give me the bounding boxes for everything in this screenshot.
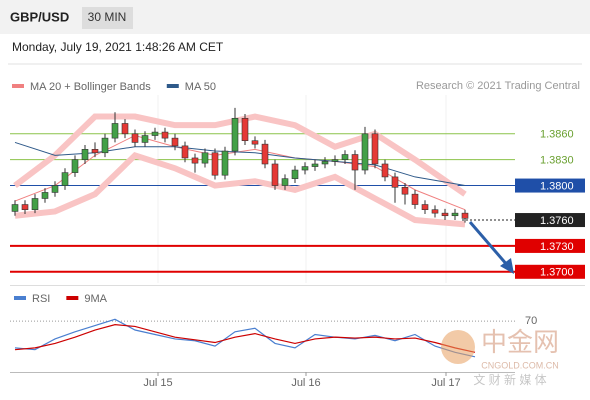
candle-body: [231, 117, 239, 152]
candle-body: [201, 152, 209, 164]
panel-divider: [10, 285, 585, 286]
candle-body: [381, 163, 389, 178]
pair: GBP/USD: [10, 9, 69, 24]
candle-body: [161, 131, 169, 139]
level-label: 1.3700: [540, 267, 574, 279]
candle-body: [461, 212, 469, 219]
candle-body: [451, 212, 459, 217]
candle-body: [141, 135, 149, 143]
candle-body: [321, 161, 329, 165]
candle-body: [241, 117, 249, 142]
candle-body: [11, 204, 19, 212]
level-label: 1.3860: [540, 129, 574, 141]
candle-body: [121, 123, 129, 135]
candle-body: [251, 140, 259, 145]
candle-body: [371, 133, 379, 165]
candle-body: [281, 178, 289, 186]
candle-body: [391, 176, 399, 188]
timeframe-box: [82, 7, 133, 29]
legend-swatch: [14, 296, 26, 300]
indicator-line: [14, 324, 476, 353]
candle-body: [341, 154, 349, 160]
candle-body: [71, 159, 79, 173]
datetime: Monday, July 19, 2021 1:48:26 AM CET: [12, 40, 224, 54]
candle-body: [301, 166, 309, 171]
level-label: 1.3830: [540, 155, 574, 167]
candle-body: [41, 192, 49, 199]
legend-label: RSI: [32, 293, 50, 305]
candle-body: [101, 137, 109, 154]
watermark-logo-text: 中金网: [481, 327, 559, 357]
watermark-slogan: 文 财 新 媒 体: [473, 372, 546, 387]
level-label-box: [515, 178, 585, 193]
source: Research © 2021 Trading Central: [416, 80, 580, 92]
candle-body: [431, 209, 439, 214]
indicator-line: [14, 318, 476, 358]
candle-body: [351, 154, 359, 171]
x-tick-label: Jul 16: [291, 377, 320, 389]
candle-body: [331, 159, 339, 162]
y-tick-label: 70: [525, 315, 537, 327]
bollinger-lower: [14, 151, 466, 228]
watermark-logo: [441, 330, 475, 364]
candle-body: [411, 193, 419, 205]
x-tick-label: Jul 15: [143, 377, 172, 389]
candle-body: [401, 186, 409, 195]
candle-body: [291, 169, 299, 179]
candle-body: [111, 123, 119, 139]
candle-body: [61, 172, 69, 186]
x-tick-label: Jul 17: [431, 377, 460, 389]
watermark-site: CNGOLD.COM.CN: [481, 360, 559, 370]
forecast-arrowhead: [500, 258, 514, 274]
x-axis: [10, 372, 515, 373]
legend-label: 9MA: [84, 293, 107, 305]
candle-body: [171, 137, 179, 147]
candle-body: [31, 198, 39, 210]
candle-body: [441, 212, 449, 217]
candle-body: [51, 185, 59, 193]
level-label: 1.3800: [540, 180, 574, 192]
level-label: 1.3730: [540, 241, 574, 253]
legend-label: MA 20 + Bollinger Bands: [30, 81, 151, 93]
candle-body: [191, 157, 199, 164]
candle-body: [181, 145, 189, 159]
level-label-box: [515, 238, 585, 253]
candle-body: [21, 204, 29, 210]
candle-body: [361, 133, 369, 171]
legend-label: MA 50: [185, 81, 216, 93]
legend-swatch: [166, 84, 179, 88]
level-label: 1.3760: [540, 215, 574, 227]
legend-swatch: [66, 296, 79, 300]
candle-body: [91, 149, 99, 154]
candle-body: [151, 131, 159, 136]
watermark: 中金网 CNGOLD.COM.CN 文 财 新 媒 体: [441, 327, 559, 387]
candle-body: [211, 152, 219, 176]
candle-body: [81, 149, 89, 160]
candle-body: [221, 150, 229, 176]
forecast-arrow: [468, 221, 510, 267]
candle-body: [131, 133, 139, 143]
timeframe: 30 MIN: [88, 10, 127, 24]
level-label-box: [515, 264, 585, 279]
legend-swatch: [12, 84, 24, 88]
candle-body: [421, 204, 429, 210]
level-label-box: [515, 213, 585, 228]
candle-body: [311, 163, 319, 167]
candle-body: [261, 143, 269, 165]
candle-body: [271, 163, 279, 186]
